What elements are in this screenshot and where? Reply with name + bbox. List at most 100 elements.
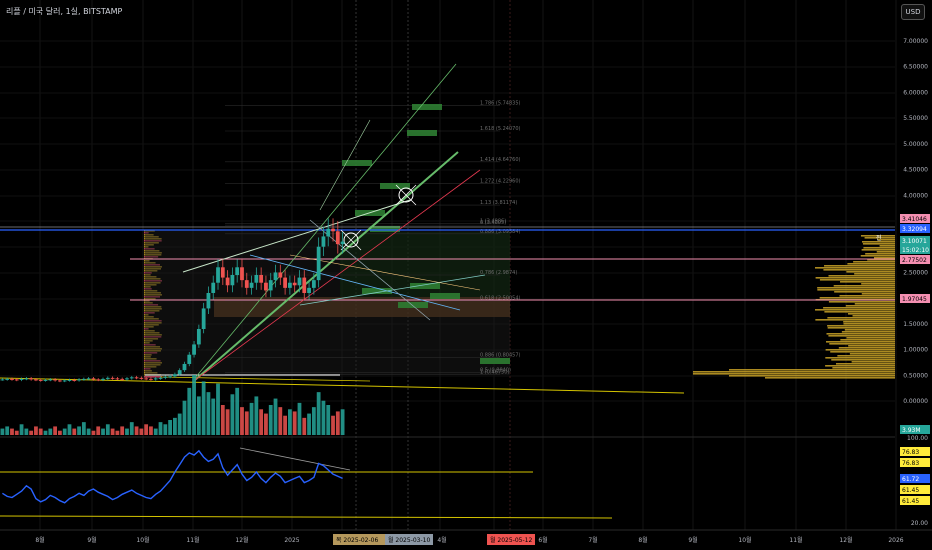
profile-bar	[828, 301, 895, 303]
volume-bar	[288, 409, 292, 435]
volume-bar	[235, 387, 240, 435]
candle-body	[244, 280, 249, 288]
profile-bar	[827, 327, 895, 329]
fib-label: 0.618 (2.50054)	[480, 296, 521, 302]
rsi-badge	[900, 496, 930, 505]
profile-bar	[865, 253, 895, 255]
volume-bar	[182, 400, 187, 435]
profile-bar	[830, 351, 895, 353]
profile-bar	[824, 311, 895, 313]
fib-label: 1 (0.46730)	[480, 369, 509, 375]
volume-bar	[273, 398, 278, 435]
time-axis[interactable]: 8월 9월 10월 11월 12월 2025 4월 6월 7월 8월 9월 10월 11월 12월 2026…	[0, 529, 932, 545]
price-tick: 6.00000	[903, 89, 928, 96]
fib-target-box	[412, 104, 442, 110]
profile-bar	[823, 307, 895, 309]
candle-body	[125, 378, 129, 380]
candle-body	[38, 379, 43, 381]
candle-body	[240, 267, 244, 281]
profile-bar	[844, 329, 895, 331]
volume-bar	[163, 424, 168, 435]
candle-body	[91, 378, 96, 380]
volume-bar	[259, 409, 264, 435]
profile-bar	[833, 285, 895, 287]
candle-body	[249, 282, 254, 288]
time-tick: 2025	[284, 537, 299, 544]
candle-body	[216, 267, 220, 283]
profile-bar	[826, 341, 895, 343]
profile-bar	[854, 273, 895, 275]
date-badge-label: 월 2025-03-10	[388, 536, 430, 544]
profile-bar	[837, 355, 895, 357]
candle-body	[5, 378, 10, 380]
candle-body	[115, 378, 120, 380]
fib-target-box	[410, 283, 440, 289]
profile-bar	[843, 323, 895, 325]
candle-body	[254, 275, 259, 283]
trend-line	[319, 119, 371, 211]
volume-bar	[24, 428, 29, 435]
fib-label: 1.272 (4.22960)	[480, 178, 521, 184]
volume-bar	[168, 420, 172, 435]
fib-levels: 1.786 (5.74835) 1.618 (5.24070) 1.414 (4.6…	[225, 100, 521, 375]
price-tick: 4.00000	[903, 192, 928, 199]
profile-bar	[876, 251, 895, 253]
volume-bar	[10, 428, 14, 435]
volume-bar	[268, 405, 273, 435]
profile-bar	[819, 297, 895, 299]
candle-body	[144, 378, 149, 380]
date-badge-label: 목 2025-02-06	[336, 537, 378, 544]
candle-body	[264, 282, 268, 291]
profile-bar	[862, 241, 895, 243]
candle-body	[153, 378, 158, 380]
price-badges: 76.83 76.83 61.72 61.45 61.45 3.41046 3.32094 3…	[876, 214, 930, 505]
price-badge	[900, 224, 930, 233]
volume-bar	[29, 430, 34, 435]
time-tick: 2026	[888, 537, 903, 544]
fib-label: 0.886 (0.80457)	[480, 352, 521, 358]
fib-target-box	[370, 226, 400, 232]
profile-bar	[817, 287, 895, 289]
rsi-badge	[900, 458, 930, 467]
price-badge	[900, 214, 930, 223]
time-tick: 9월	[87, 536, 96, 544]
candle-body	[321, 236, 326, 247]
volume-bar	[302, 417, 307, 435]
candle-body	[316, 246, 321, 281]
price-badge	[900, 236, 930, 245]
volume-bar	[34, 426, 38, 435]
candle-body	[0, 379, 5, 381]
date-badge-label: 월 2025-05-12	[490, 536, 532, 544]
profile-bar	[729, 375, 895, 377]
price-badge	[900, 245, 930, 254]
candle-body	[62, 380, 67, 382]
profile-bar	[845, 305, 895, 307]
candle-body	[196, 329, 201, 345]
candle-body	[206, 293, 211, 309]
fib-label: 1.414 (4.64760)	[480, 157, 521, 163]
time-tick: 9월	[688, 536, 697, 544]
volume-bar	[101, 428, 105, 435]
profile-bar	[846, 337, 895, 339]
volume-bar	[43, 430, 48, 435]
profile-bar	[841, 331, 895, 333]
candle-body	[326, 228, 331, 237]
volume-bar	[129, 422, 134, 435]
candle-body	[187, 354, 192, 364]
candle-body	[81, 378, 86, 380]
date-badge	[385, 534, 433, 545]
price-badge-label: 15:02:10	[902, 247, 929, 254]
currency-button[interactable]: USD	[901, 4, 925, 20]
time-tick: 11월	[789, 536, 802, 544]
rsi-badge-label: 61.45	[902, 487, 919, 494]
price-tick: 5.00000	[903, 141, 928, 148]
volume-bar	[326, 405, 331, 435]
rsi-badge	[900, 447, 930, 456]
candle-body	[158, 377, 163, 379]
candle-body	[53, 379, 57, 381]
profile-bar	[825, 349, 895, 351]
profile-bar	[848, 345, 895, 347]
rsi-badge-label: 61.45	[902, 498, 919, 505]
time-tick: 4월	[437, 536, 446, 544]
